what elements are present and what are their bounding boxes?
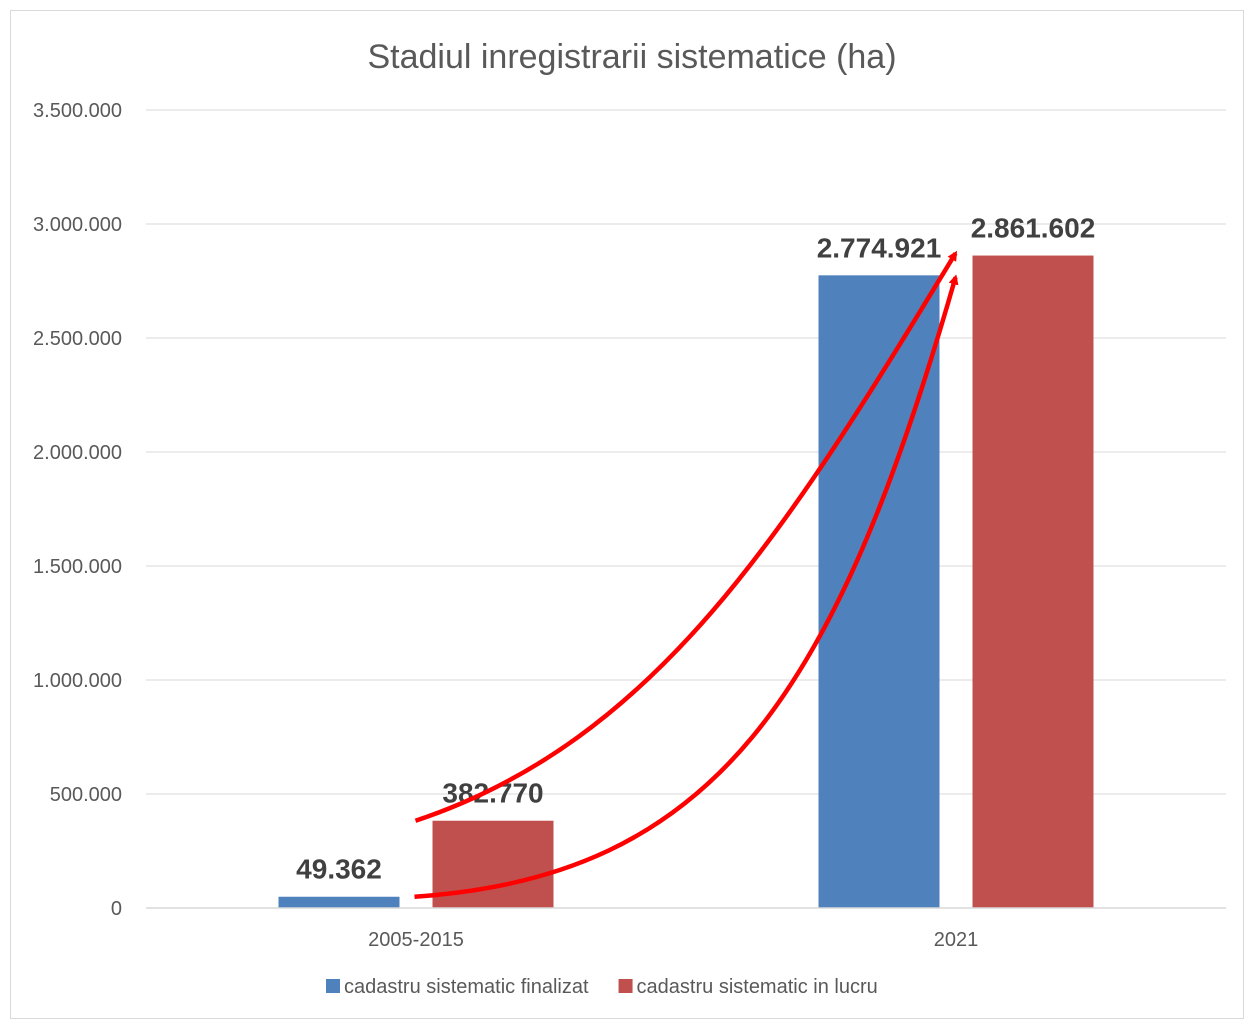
y-tick-label: 500.000 — [50, 784, 122, 806]
y-tick-label: 2.000.000 — [33, 442, 122, 464]
y-tick-label: 0 — [111, 898, 122, 920]
x-tick-label: 2005-2015 — [368, 929, 464, 951]
legend-label: cadastru sistematic in lucru — [637, 976, 878, 998]
y-tick-label: 3.000.000 — [33, 214, 122, 236]
x-tick-label: 2021 — [934, 929, 979, 951]
legend-swatch — [618, 979, 633, 993]
legend-label: cadastru sistematic finalizat — [344, 976, 589, 998]
bar — [972, 255, 1094, 908]
trend-arrow — [414, 274, 959, 899]
x-axis: 2005-2015 2021 — [146, 907, 1226, 951]
bar — [818, 275, 940, 909]
y-tick-label: 1.500.000 — [33, 556, 122, 578]
chart-title: Stadiul inregistrarii sistematice (ha) — [367, 38, 896, 76]
chart-frame — [10, 10, 1244, 1019]
trend-arrows — [414, 250, 959, 899]
bar — [278, 896, 400, 908]
data-label: 2.861.602 — [971, 213, 1096, 244]
y-axis: 0 500.000 1.000.000 1.500.000 2.000.000 2.500… — [33, 100, 122, 920]
legend-swatch — [326, 979, 340, 993]
bars — [278, 255, 1094, 909]
y-tick-label: 2.500.000 — [33, 328, 122, 350]
y-tick-label: 3.500.000 — [33, 100, 122, 122]
data-label: 2.774.921 — [817, 232, 942, 263]
legend: cadastru sistematic finalizat cadastru si… — [326, 976, 878, 998]
data-label: 49.362 — [296, 854, 382, 885]
trend-arrow — [414, 250, 958, 823]
y-tick-label: 1.000.000 — [33, 670, 122, 692]
